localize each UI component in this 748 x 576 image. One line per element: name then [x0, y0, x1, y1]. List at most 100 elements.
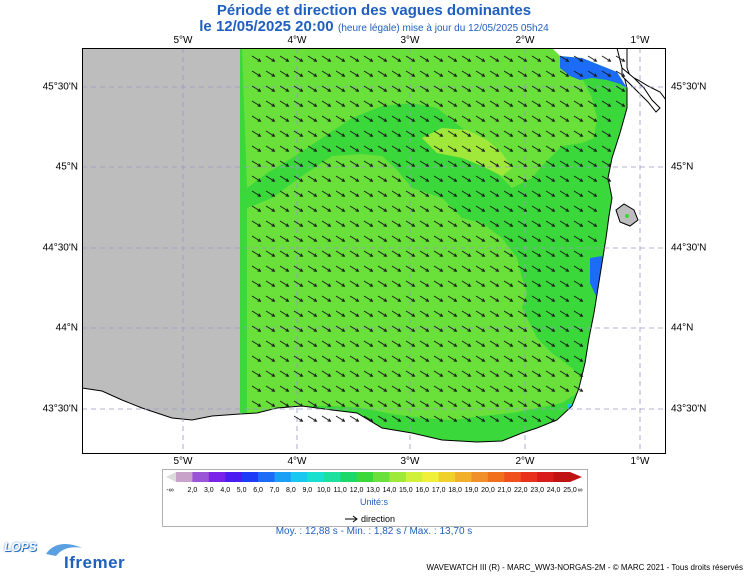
- direction-arrow-head: [341, 178, 346, 182]
- direction-arrow: [419, 130, 429, 137]
- scale-swatch: [455, 472, 472, 482]
- direction-arrow: [419, 370, 429, 377]
- direction-arrow-head: [467, 343, 472, 347]
- direction-arrow-head: [257, 133, 262, 137]
- scale-label: 16,0: [415, 487, 430, 494]
- direction-arrow: [363, 130, 373, 137]
- direction-arrow-head: [257, 268, 262, 272]
- direction-arrow-head: [369, 253, 374, 257]
- direction-arrow-head: [257, 298, 262, 302]
- direction-arrow-head: [299, 268, 304, 272]
- direction-arrow: [531, 100, 541, 107]
- direction-arrow: [601, 70, 611, 77]
- direction-arrow: [377, 415, 387, 422]
- direction-arrow-head: [467, 328, 472, 332]
- direction-arrow: [433, 400, 443, 407]
- direction-arrow-head: [397, 178, 402, 182]
- direction-arrow: [405, 385, 415, 392]
- direction-arrow: [265, 100, 275, 107]
- direction-arrow: [531, 175, 541, 182]
- direction-arrow: [531, 190, 541, 197]
- direction-arrow: [475, 55, 485, 62]
- direction-arrow: [489, 115, 499, 122]
- direction-arrow: [279, 355, 289, 362]
- direction-arrow-head: [453, 58, 458, 62]
- direction-arrow: [405, 400, 415, 407]
- direction-arrow: [475, 205, 485, 212]
- direction-arrow-head: [425, 73, 430, 77]
- direction-arrow-head: [607, 133, 612, 137]
- direction-arrow: [559, 235, 569, 242]
- direction-arrow-head: [285, 268, 290, 272]
- direction-arrow: [335, 175, 345, 182]
- direction-arrow: [503, 385, 513, 392]
- direction-arrow: [293, 340, 303, 347]
- direction-arrow-head: [257, 388, 262, 392]
- direction-arrow: [279, 235, 289, 242]
- direction-arrow-head: [509, 238, 514, 242]
- direction-arrow: [391, 55, 401, 62]
- direction-arrow-head: [257, 238, 262, 242]
- direction-arrow-head: [523, 238, 528, 242]
- direction-arrow-head: [537, 73, 542, 77]
- direction-arrow-head: [523, 88, 528, 92]
- direction-arrow-head: [495, 283, 500, 287]
- direction-arrow: [307, 250, 317, 257]
- direction-arrow-head: [397, 88, 402, 92]
- direction-arrow: [405, 415, 415, 422]
- direction-arrow: [405, 250, 415, 257]
- direction-arrow-head: [579, 298, 584, 302]
- direction-arrow-head: [467, 253, 472, 257]
- direction-arrow: [433, 340, 443, 347]
- direction-arrow: [517, 115, 527, 122]
- direction-arrow: [265, 250, 275, 257]
- direction-arrow-head: [551, 58, 556, 62]
- direction-arrow-head: [383, 328, 388, 332]
- direction-arrow-head: [467, 403, 472, 407]
- direction-arrow-head: [355, 283, 360, 287]
- direction-arrow-head: [313, 73, 318, 77]
- direction-arrow-head: [551, 328, 556, 332]
- direction-arrow: [489, 235, 499, 242]
- direction-arrow: [307, 175, 317, 182]
- direction-arrow-head: [565, 283, 570, 287]
- direction-arrow-head: [299, 328, 304, 332]
- direction-arrow: [349, 235, 359, 242]
- direction-arrow: [489, 190, 499, 197]
- direction-arrow-head: [565, 178, 570, 182]
- scale-swatch: [258, 472, 275, 482]
- direction-arrow: [377, 265, 387, 272]
- direction-arrow: [363, 265, 373, 272]
- direction-arrow: [307, 115, 317, 122]
- lon-label-bottom-2w: 2°W: [515, 456, 535, 467]
- direction-arrow: [531, 220, 541, 227]
- direction-arrow-head: [397, 298, 402, 302]
- direction-arrow: [475, 70, 485, 77]
- direction-arrow-head: [271, 343, 276, 347]
- direction-arrow: [559, 145, 569, 152]
- scale-swatch: [290, 472, 308, 482]
- direction-arrow-head: [509, 178, 514, 182]
- direction-arrow: [503, 250, 513, 257]
- direction-arrow: [489, 55, 499, 62]
- direction-arrow: [503, 280, 513, 287]
- direction-arrow-head: [509, 148, 514, 152]
- scale-swatch: [422, 472, 440, 482]
- direction-arrow-head: [579, 148, 584, 152]
- direction-arrow-head: [481, 373, 486, 377]
- direction-arrow: [391, 115, 401, 122]
- direction-arrow-head: [341, 283, 346, 287]
- direction-arrow: [573, 205, 583, 212]
- direction-arrow-head: [383, 208, 388, 212]
- direction-arrow: [447, 100, 457, 107]
- direction-arrow-head: [411, 88, 416, 92]
- direction-arrow: [265, 190, 275, 197]
- direction-arrow-head: [313, 358, 318, 362]
- map-title: Période et direction des vagues dominant…: [216, 2, 532, 19]
- direction-arrow: [489, 160, 499, 167]
- direction-arrow-head: [495, 133, 500, 137]
- direction-arrow: [293, 220, 303, 227]
- direction-arrow: [251, 190, 261, 197]
- direction-arrow: [349, 85, 359, 92]
- direction-arrow-head: [271, 178, 276, 182]
